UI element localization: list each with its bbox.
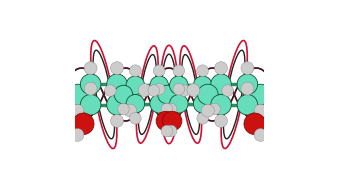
Circle shape <box>250 84 271 105</box>
Circle shape <box>56 84 69 97</box>
Circle shape <box>205 85 224 104</box>
Circle shape <box>170 76 188 94</box>
Circle shape <box>80 74 101 94</box>
Circle shape <box>222 85 234 96</box>
Circle shape <box>161 125 173 137</box>
Circle shape <box>237 94 258 115</box>
Circle shape <box>114 85 133 104</box>
Circle shape <box>165 125 177 137</box>
Circle shape <box>158 85 176 104</box>
Circle shape <box>211 74 231 94</box>
Circle shape <box>126 94 145 113</box>
Circle shape <box>173 83 185 95</box>
Circle shape <box>153 83 165 95</box>
Circle shape <box>156 111 175 131</box>
Circle shape <box>107 94 127 115</box>
Circle shape <box>209 103 220 115</box>
Circle shape <box>138 84 151 97</box>
Circle shape <box>118 103 129 115</box>
Circle shape <box>254 129 267 141</box>
Circle shape <box>84 62 97 75</box>
Circle shape <box>198 84 218 105</box>
Circle shape <box>193 94 212 113</box>
Circle shape <box>67 84 88 105</box>
Circle shape <box>211 94 231 115</box>
Circle shape <box>150 94 168 113</box>
Circle shape <box>178 85 190 96</box>
Circle shape <box>165 103 177 115</box>
Circle shape <box>84 82 97 95</box>
Circle shape <box>73 113 94 135</box>
Circle shape <box>71 104 84 117</box>
Circle shape <box>124 104 137 117</box>
Circle shape <box>129 112 141 124</box>
Circle shape <box>244 113 265 135</box>
Circle shape <box>150 76 168 94</box>
Circle shape <box>80 94 101 115</box>
Circle shape <box>148 85 160 96</box>
Circle shape <box>197 112 209 124</box>
Circle shape <box>241 82 254 95</box>
Circle shape <box>269 84 282 97</box>
Circle shape <box>120 84 140 105</box>
Circle shape <box>107 74 127 94</box>
Circle shape <box>197 65 209 77</box>
Circle shape <box>173 65 185 77</box>
Circle shape <box>129 65 141 77</box>
Circle shape <box>241 62 254 75</box>
Circle shape <box>111 114 123 127</box>
Circle shape <box>104 85 116 96</box>
Circle shape <box>162 85 180 104</box>
Circle shape <box>187 84 200 97</box>
Circle shape <box>153 65 165 77</box>
Circle shape <box>237 74 258 94</box>
Circle shape <box>126 76 145 94</box>
Circle shape <box>215 62 227 75</box>
Circle shape <box>163 111 182 131</box>
Circle shape <box>193 76 212 94</box>
Circle shape <box>254 104 267 117</box>
Circle shape <box>215 114 227 127</box>
Circle shape <box>201 104 214 117</box>
Circle shape <box>71 129 84 141</box>
Circle shape <box>111 62 123 75</box>
Circle shape <box>170 94 188 113</box>
Circle shape <box>161 103 173 115</box>
